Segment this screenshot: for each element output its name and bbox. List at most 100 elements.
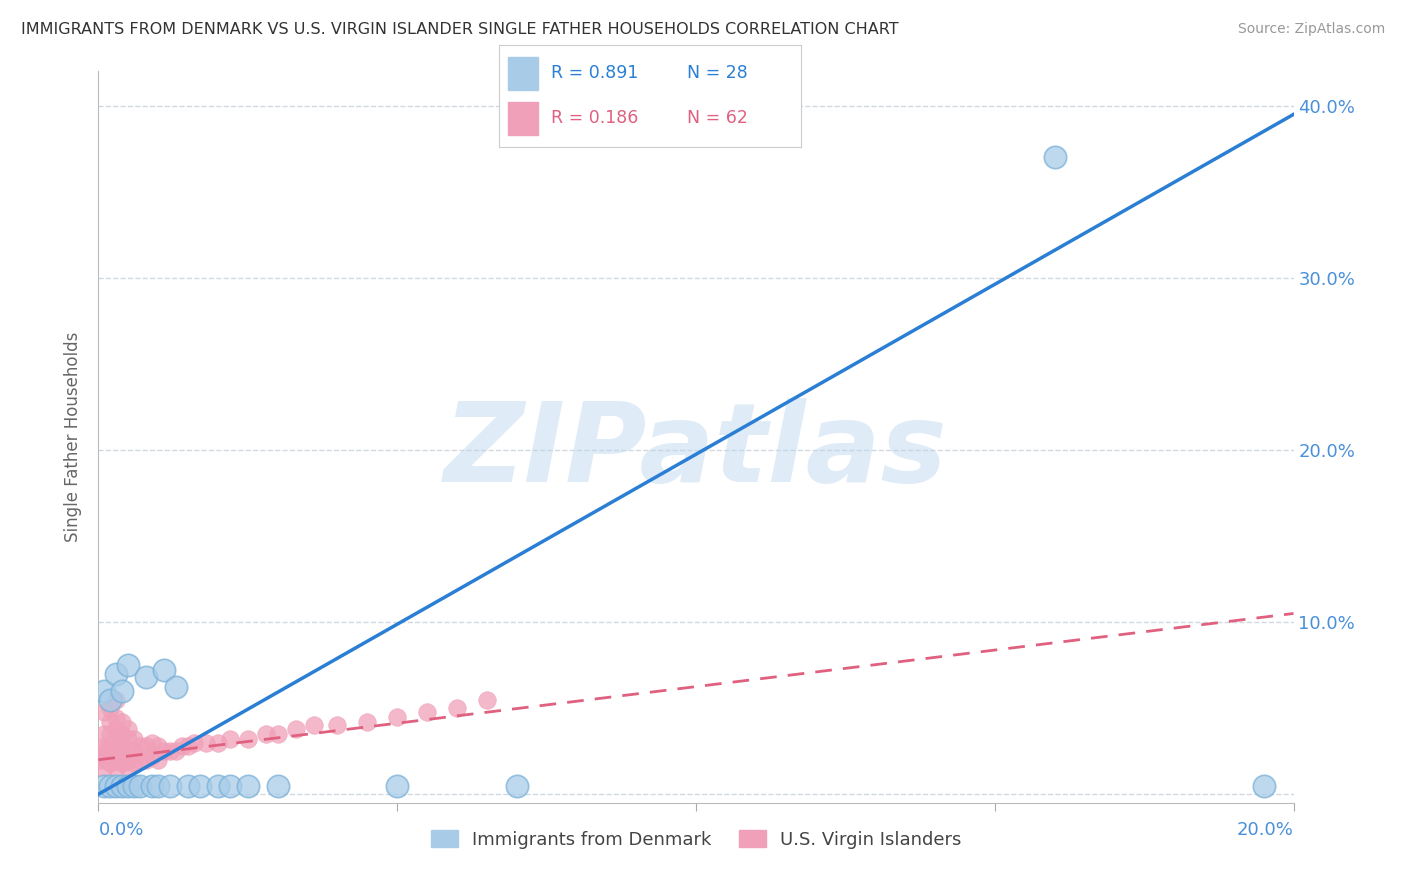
Point — [219, 732, 242, 747]
Point — [148, 753, 170, 767]
Point — [148, 779, 170, 793]
Point — [96, 753, 118, 767]
Point — [93, 779, 115, 793]
Point — [385, 710, 409, 724]
Point — [98, 692, 122, 706]
Point — [177, 779, 200, 793]
Point — [236, 779, 259, 793]
Point — [129, 753, 152, 767]
Point — [98, 779, 122, 793]
Point — [159, 779, 181, 793]
Text: 20.0%: 20.0% — [1237, 821, 1294, 839]
Point — [111, 779, 134, 793]
Point — [90, 753, 112, 767]
Point — [91, 744, 114, 758]
Point — [111, 714, 134, 729]
Point — [105, 779, 128, 793]
Y-axis label: Single Father Households: Single Father Households — [65, 332, 83, 542]
Point — [117, 732, 139, 747]
Point — [207, 779, 229, 793]
Point — [506, 779, 529, 793]
Point — [111, 684, 134, 698]
Point — [93, 739, 115, 753]
Point — [219, 779, 242, 793]
Point — [105, 753, 128, 767]
Point — [267, 727, 290, 741]
Point — [117, 753, 139, 767]
Point — [93, 705, 115, 719]
Point — [93, 761, 115, 775]
Point — [105, 732, 128, 747]
Point — [117, 744, 139, 758]
Bar — [508, 57, 538, 90]
Point — [446, 701, 468, 715]
Point — [129, 779, 152, 793]
Point — [385, 779, 409, 793]
Legend: Immigrants from Denmark, U.S. Virgin Islanders: Immigrants from Denmark, U.S. Virgin Isl… — [423, 823, 969, 856]
Point — [117, 761, 139, 775]
Text: IMMIGRANTS FROM DENMARK VS U.S. VIRGIN ISLANDER SINGLE FATHER HOUSEHOLDS CORRELA: IMMIGRANTS FROM DENMARK VS U.S. VIRGIN I… — [21, 22, 898, 37]
Point — [111, 739, 134, 753]
Point — [98, 756, 122, 771]
Point — [254, 727, 277, 741]
Point — [141, 749, 163, 764]
Point — [93, 727, 115, 741]
Point — [153, 663, 176, 677]
Point — [124, 744, 146, 758]
Text: ZIPatlas: ZIPatlas — [444, 398, 948, 505]
Text: Source: ZipAtlas.com: Source: ZipAtlas.com — [1237, 22, 1385, 37]
Point — [183, 735, 205, 749]
Text: 0.0%: 0.0% — [98, 821, 143, 839]
Point — [135, 739, 157, 753]
Point — [105, 692, 128, 706]
Text: N = 62: N = 62 — [686, 110, 748, 128]
Point — [1253, 779, 1275, 793]
Point — [117, 722, 139, 736]
Point — [117, 658, 139, 673]
Point — [1043, 150, 1066, 164]
Point — [267, 779, 290, 793]
Point — [188, 779, 211, 793]
Point — [326, 718, 349, 732]
Point — [98, 739, 122, 753]
Point — [124, 756, 146, 771]
Point — [172, 739, 194, 753]
Point — [124, 779, 146, 793]
Point — [105, 761, 128, 775]
Point — [302, 718, 325, 732]
Point — [105, 722, 128, 736]
Point — [98, 727, 122, 741]
Point — [105, 744, 128, 758]
Point — [177, 739, 200, 753]
Bar — [508, 102, 538, 135]
Point — [111, 749, 134, 764]
Text: R = 0.186: R = 0.186 — [551, 110, 638, 128]
Point — [98, 714, 122, 729]
Point — [148, 739, 170, 753]
Point — [129, 739, 152, 753]
Point — [165, 681, 187, 695]
Point — [416, 705, 439, 719]
Point — [153, 744, 176, 758]
Point — [236, 732, 259, 747]
Point — [135, 670, 157, 684]
Point — [135, 753, 157, 767]
Point — [207, 735, 229, 749]
Point — [195, 735, 218, 749]
Point — [117, 779, 139, 793]
Text: N = 28: N = 28 — [686, 64, 748, 82]
Point — [284, 722, 307, 736]
Point — [475, 692, 498, 706]
Point — [111, 756, 134, 771]
Point — [93, 684, 115, 698]
Text: R = 0.891: R = 0.891 — [551, 64, 638, 82]
Point — [124, 732, 146, 747]
Point — [105, 666, 128, 681]
Point — [93, 749, 115, 764]
Point — [141, 779, 163, 793]
Point — [98, 701, 122, 715]
Point — [105, 711, 128, 725]
Point — [165, 744, 187, 758]
Point — [159, 744, 181, 758]
Point — [98, 749, 122, 764]
